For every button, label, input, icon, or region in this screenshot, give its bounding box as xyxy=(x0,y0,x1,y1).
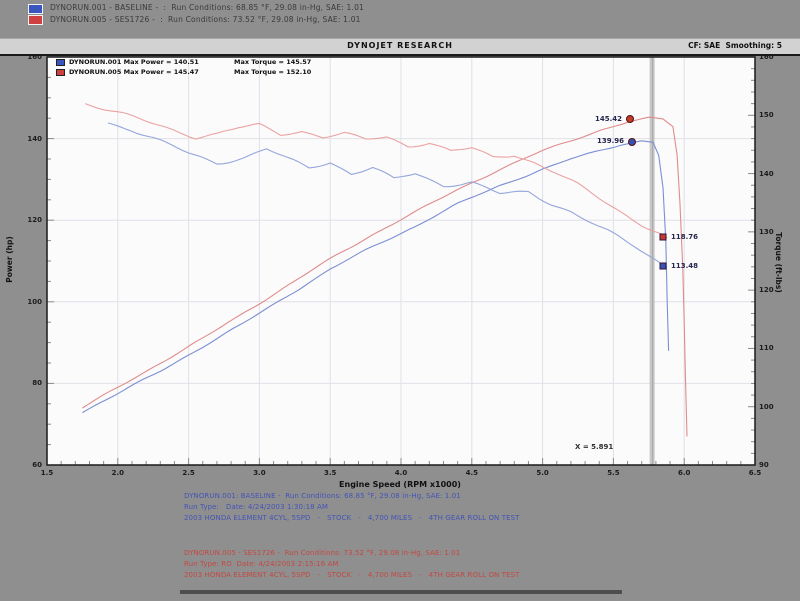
right-tick-label: 110 xyxy=(759,344,774,353)
left-tick-label: 160 xyxy=(27,53,42,61)
x-tick-label: 3.5 xyxy=(323,469,337,477)
curve-dynorun-005-power xyxy=(82,116,688,437)
right-tick-label: 130 xyxy=(759,227,774,236)
title-band: DYNOJET RESEARCH CF: SAE Smoothing: 5 xyxy=(0,38,800,56)
curve-dynorun-005-torque xyxy=(85,103,668,239)
left-tick-label: 120 xyxy=(27,216,42,225)
right-tick-label: 120 xyxy=(759,286,774,295)
correction-smoothing-label: CF: SAE Smoothing: 5 xyxy=(688,41,782,50)
footer-run-line: 2003 HONDA ELEMENT 4CYL, 5SPD - STOCK - … xyxy=(184,514,520,522)
value-callout: 145.42 xyxy=(594,115,622,123)
legend-row: DYNORUN.001 Max Power = 140.51 Max Torque… xyxy=(56,58,396,67)
legend-max-torque: Max Torque = 145.57 xyxy=(234,58,312,66)
legend-row: DYNORUN.005 Max Power = 145.47 Max Torque… xyxy=(56,68,396,77)
left-tick-label: 80 xyxy=(32,379,42,388)
curve-dynorun-001-power xyxy=(82,140,670,414)
left-tick-label: 60 xyxy=(32,461,42,469)
footer-run-line: Run Type: Date: 4/24/2003 1:30:18 AM xyxy=(184,503,329,511)
legend-swatch xyxy=(56,69,65,76)
right-tick-label: 140 xyxy=(759,169,774,178)
x-tick-label: 6.5 xyxy=(748,469,762,477)
cursor-marker xyxy=(659,262,667,270)
legend-max-power: DYNORUN.001 Max Power = 140.51 xyxy=(69,58,199,66)
top-legend-band: DYNORUN.001 - BASELINE - : Run Condition… xyxy=(0,0,800,38)
x-tick-label: 4.5 xyxy=(465,469,478,477)
run-color-swatch xyxy=(28,15,43,25)
right-axis-title: Torque (ft-lbs) xyxy=(773,232,783,293)
x-tick-label: 6.0 xyxy=(677,469,691,477)
value-callout: 139.96 xyxy=(596,137,624,145)
right-tick-label: 150 xyxy=(759,111,774,120)
plot-border xyxy=(46,56,756,466)
x-tick-label: 2.0 xyxy=(111,469,124,477)
left-tick-label: 140 xyxy=(27,134,42,143)
legend-max-power: DYNORUN.005 Max Power = 145.47 xyxy=(69,68,199,76)
footer-run-line: DYNORUN.001: BASELINE - Run Conditions: … xyxy=(184,492,461,500)
x-axis-title: Engine Speed (RPM x1000) xyxy=(339,480,461,489)
footer-run-line: DYNORUN.005 - SES1726 - Run Conditions: … xyxy=(184,549,461,557)
x-tick-label: 5.0 xyxy=(536,469,549,477)
x-tick-label: 1.5 xyxy=(40,469,54,477)
cursor-x-label: X = 5.891 xyxy=(575,443,614,451)
legend-swatch xyxy=(56,59,65,66)
chart-title: DYNOJET RESEARCH xyxy=(347,41,453,50)
x-tick-label: 4.0 xyxy=(394,469,408,477)
left-tick-label: 100 xyxy=(27,297,42,306)
right-tick-label: 160 xyxy=(759,53,774,61)
x-tick-label: 3.0 xyxy=(253,469,266,477)
run-conditions-line: DYNORUN.005 - SES1726 - : Run Conditions… xyxy=(50,15,361,24)
cursor-marker xyxy=(659,233,667,241)
right-tick-label: 100 xyxy=(759,402,774,411)
peak-marker xyxy=(626,115,634,123)
curve-dynorun-001-torque xyxy=(107,122,668,268)
value-callout: 118.76 xyxy=(671,233,699,241)
left-axis-title: Power (hp) xyxy=(4,236,14,283)
footer-run-line: Run Type: RO Date: 4/24/2003 2:15:16 AM xyxy=(184,560,339,568)
footer-divider xyxy=(180,590,622,594)
x-tick-label: 2.5 xyxy=(182,469,195,477)
footer-run-line: 2003 HONDA ELEMENT 4CYL, 5SPD - STOCK - … xyxy=(184,571,520,579)
legend-max-torque: Max Torque = 152.10 xyxy=(234,68,312,76)
peak-marker xyxy=(628,138,636,146)
right-tick-label: 90 xyxy=(759,461,769,469)
run-color-swatch xyxy=(28,4,43,14)
x-tick-label: 5.5 xyxy=(607,469,620,477)
value-callout: 113.48 xyxy=(671,262,699,270)
run-conditions-line: DYNORUN.001 - BASELINE - : Run Condition… xyxy=(50,3,365,12)
